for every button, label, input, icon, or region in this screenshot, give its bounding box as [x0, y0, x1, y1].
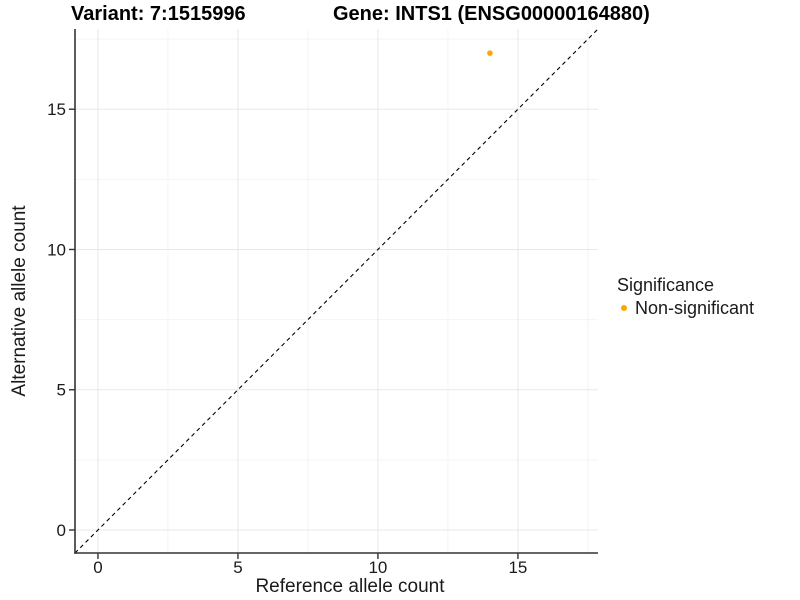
y-tick-label: 5: [57, 381, 66, 400]
legend-title: Significance: [617, 275, 715, 295]
data-point: [487, 50, 493, 56]
legend-item-label: Non-significant: [635, 298, 755, 318]
x-tick-label: 0: [93, 558, 102, 577]
legend-key-dot-icon: [621, 305, 627, 311]
y-tick-label: 10: [47, 240, 66, 259]
identity-reference-line: [74, 28, 599, 554]
y-tick-label: 15: [47, 100, 66, 119]
y-tick-label: 0: [57, 521, 66, 540]
legend-item-non-significant: Non-significant: [617, 298, 754, 318]
gene-title: Gene: INTS1 (ENSG00000164880): [333, 3, 650, 25]
x-tick-label: 15: [508, 558, 527, 577]
x-tick-label: 10: [368, 558, 387, 577]
variant-title: Variant: 7:1515996: [71, 3, 246, 25]
legend: Significance Non-significant: [617, 274, 754, 318]
x-tick-label: 5: [233, 558, 242, 577]
x-axis-title: Reference allele count: [255, 576, 445, 597]
